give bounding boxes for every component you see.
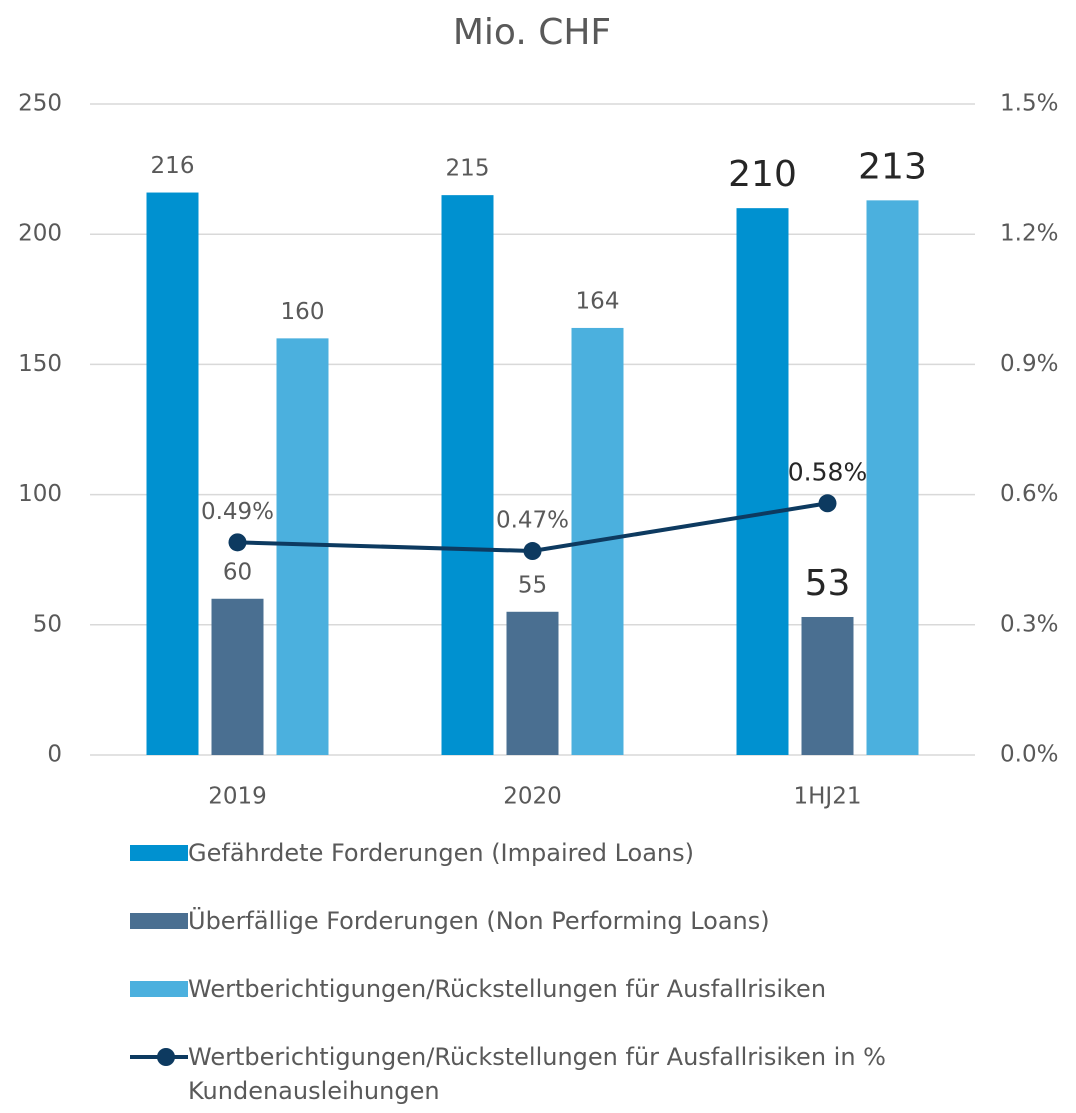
y2-tick-label: 1.5% — [1000, 91, 1058, 117]
bar — [146, 192, 199, 755]
line-point — [228, 533, 247, 552]
y-tick-label: 150 — [18, 351, 62, 377]
bar — [441, 195, 494, 755]
y2-tick-label: 0.9% — [1000, 351, 1058, 377]
legend-entry: Wertberichtigungen/Rückstellungen für Au… — [130, 972, 990, 1040]
data-label: 53 — [805, 563, 851, 604]
legend-label: Wertberichtigungen/Rückstellungen für Au… — [188, 975, 827, 1003]
y-tick-label: 50 — [33, 611, 62, 637]
legend-swatch — [130, 845, 188, 861]
bar — [736, 208, 789, 755]
legend-swatch — [130, 913, 188, 929]
data-label: 210 — [728, 154, 797, 195]
chart-title: Mio. CHF — [453, 12, 611, 53]
y-tick-label: 250 — [18, 91, 62, 117]
legend-entry: Überfällige Forderungen (Non Performing … — [130, 904, 990, 972]
data-label: 213 — [858, 146, 927, 187]
data-label: 0.58% — [788, 457, 867, 486]
y-tick-label: 200 — [18, 221, 62, 247]
legend-label: Gefährdete Forderungen (Impaired Loans) — [188, 839, 695, 867]
x-tick-label: 2019 — [208, 784, 267, 810]
data-label: 215 — [446, 156, 490, 182]
y2-tick-label: 1.2% — [1000, 221, 1058, 247]
legend-rect — [130, 913, 188, 929]
line-point — [523, 542, 542, 561]
data-label: 160 — [281, 299, 325, 325]
data-label: 0.49% — [201, 499, 274, 525]
legend-entry: Gefährdete Forderungen (Impaired Loans) — [130, 836, 990, 904]
y2-tick-label: 0.0% — [1000, 742, 1058, 768]
bar — [506, 611, 559, 755]
y2-tick-label: 0.3% — [1000, 611, 1058, 637]
data-label: 0.47% — [496, 508, 569, 534]
legend-swatch — [130, 981, 188, 997]
legend-swatch — [130, 1048, 188, 1066]
legend-label: Überfällige Forderungen (Non Performing … — [188, 907, 770, 935]
x-tick-label: 2020 — [503, 784, 562, 810]
legend-rect — [130, 845, 188, 861]
legend-marker — [157, 1048, 175, 1066]
bar — [211, 598, 264, 755]
y-tick-label: 0 — [47, 742, 62, 768]
data-label: 164 — [576, 288, 620, 314]
data-label: 60 — [223, 559, 252, 585]
x-tick-label: 1HJ21 — [794, 784, 862, 810]
line-point — [818, 494, 837, 513]
legend-label: Wertberichtigungen/Rückstellungen für Au… — [188, 1043, 886, 1105]
legend: Gefährdete Forderungen (Impaired Loans) Ü… — [130, 836, 990, 1108]
y2-tick-label: 0.6% — [1000, 481, 1058, 507]
data-label: 55 — [518, 572, 547, 598]
legend-entry: Wertberichtigungen/Rückstellungen für Au… — [130, 1040, 990, 1108]
bar — [866, 200, 919, 755]
bar — [801, 616, 854, 755]
y-tick-label: 100 — [18, 481, 62, 507]
chart: Mio. CHF 0 50 100 150 200 250 0.0% 0.3% 0.6% 0.9%… — [18, 12, 1058, 810]
data-label: 216 — [151, 153, 195, 179]
legend-rect — [130, 981, 188, 997]
